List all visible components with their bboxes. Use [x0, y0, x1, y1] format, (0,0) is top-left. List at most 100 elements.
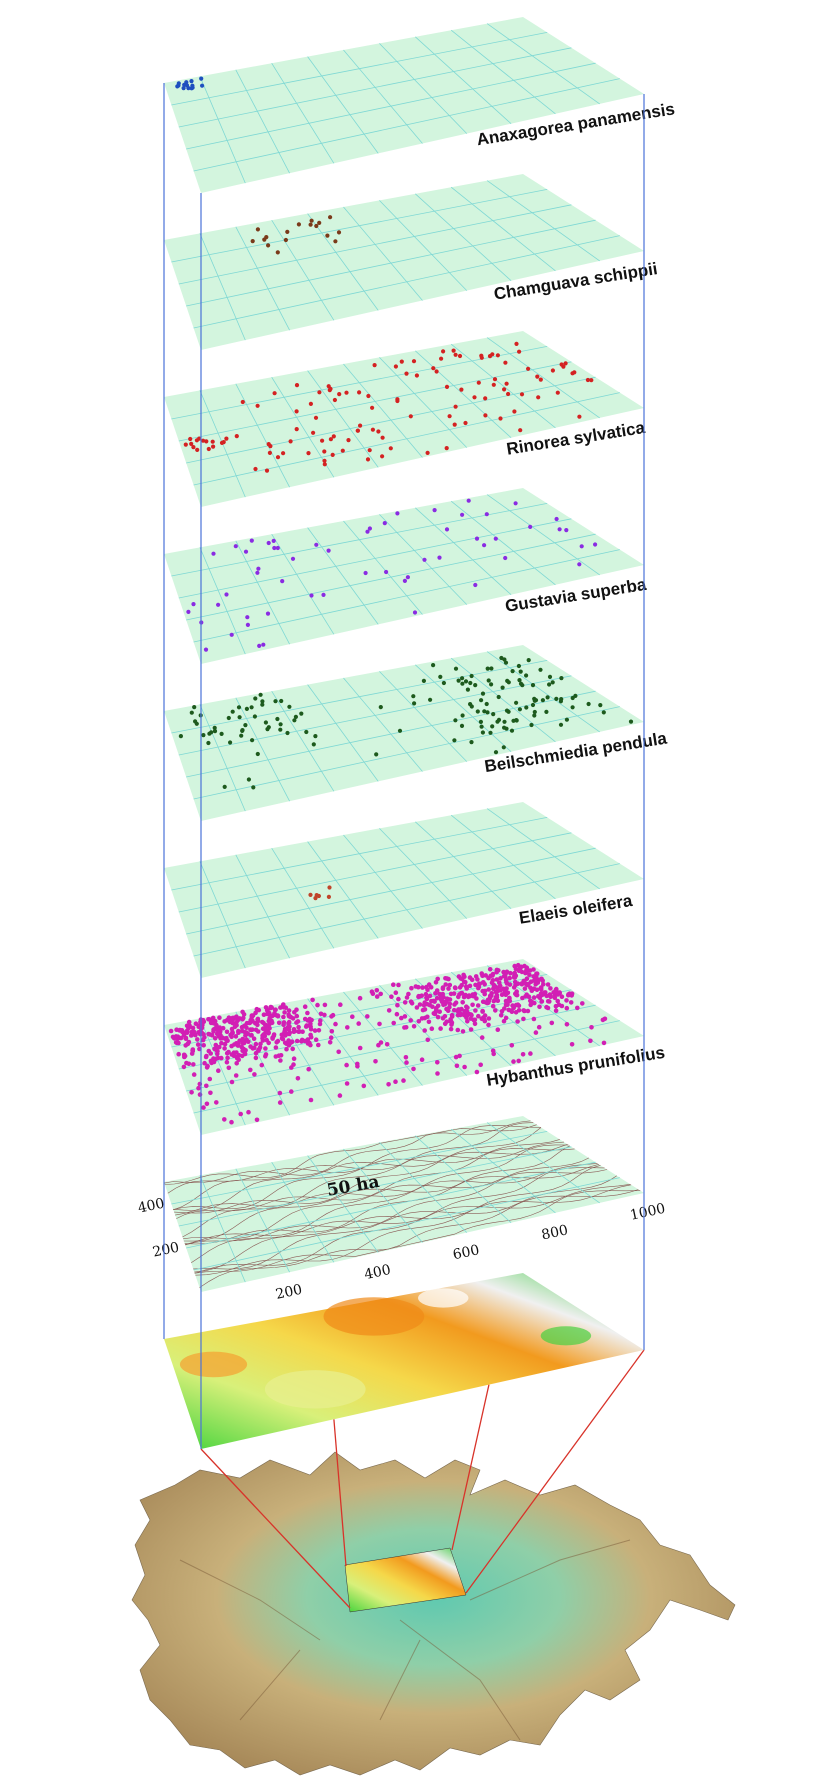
grid-line	[171, 346, 548, 420]
tree-point	[273, 699, 278, 704]
island-relief-map	[131, 1451, 736, 1776]
tree-point	[456, 1007, 462, 1012]
tree-point	[411, 694, 416, 699]
tree-point	[490, 352, 495, 357]
tree-point	[474, 536, 480, 541]
tree-point	[355, 428, 360, 433]
tree-point	[245, 615, 250, 620]
tree-point	[234, 1014, 239, 1019]
tree-point	[200, 1017, 206, 1023]
tree-point	[476, 380, 481, 385]
tree-point	[322, 1002, 328, 1008]
tree-point	[479, 1016, 485, 1022]
tree-point	[350, 1014, 355, 1019]
grid-line	[178, 361, 572, 442]
tree-point	[501, 1018, 507, 1024]
tree-point	[468, 1012, 474, 1017]
tree-point	[437, 991, 442, 997]
tree-point	[275, 1014, 281, 1019]
tree-point	[253, 1041, 259, 1047]
tree-point	[526, 366, 531, 371]
tree-point	[478, 1062, 484, 1068]
tree-point	[203, 647, 209, 652]
tree-point	[249, 538, 254, 543]
grid-line	[307, 56, 379, 154]
tree-point	[176, 1040, 181, 1046]
tree-point	[194, 438, 199, 443]
plot-plane	[164, 17, 644, 193]
tree-point	[520, 683, 525, 688]
tree-point	[316, 1042, 321, 1048]
tree-point	[189, 1051, 195, 1056]
grid-line	[171, 189, 548, 263]
tree-point	[516, 663, 522, 669]
tree-point	[479, 698, 484, 703]
tree-point	[527, 972, 532, 978]
tree-point	[470, 1002, 475, 1008]
tree-point	[313, 734, 318, 739]
grid-line	[271, 62, 335, 164]
tree-point	[214, 1022, 219, 1028]
tree-point	[455, 1027, 461, 1033]
tree-point	[330, 452, 335, 457]
tree-point	[337, 1093, 343, 1098]
tree-point	[497, 980, 502, 986]
tree-point	[380, 435, 385, 440]
tree-point	[480, 1008, 485, 1014]
tree-point	[236, 1028, 241, 1034]
tree-point	[239, 733, 244, 738]
tree-point	[517, 349, 522, 354]
tree-point	[467, 983, 473, 989]
tree-point	[473, 974, 479, 979]
tree-point	[257, 643, 262, 649]
grid-line	[235, 226, 290, 331]
tree-point	[438, 674, 443, 680]
grid-line	[199, 76, 246, 184]
tree-point	[309, 218, 314, 223]
tree-point	[294, 427, 299, 432]
grid-line	[486, 494, 600, 576]
tree-point	[253, 1055, 259, 1061]
tree-point	[491, 382, 496, 387]
tree-point	[200, 1037, 206, 1043]
grid-line	[450, 500, 556, 586]
tree-point	[550, 368, 556, 373]
tree-point	[213, 1042, 219, 1048]
tree-point	[429, 1026, 435, 1031]
x-axis-tick-label: 800	[540, 1222, 569, 1243]
tree-point	[220, 1025, 226, 1031]
tree-point	[500, 685, 505, 690]
tree-point	[495, 998, 501, 1003]
tree-point	[493, 750, 499, 755]
tree-point	[315, 1002, 320, 1008]
tree-point	[217, 1025, 222, 1030]
tree-point	[508, 970, 513, 976]
tree-point	[230, 1031, 235, 1036]
grid-line	[171, 503, 548, 577]
tree-point	[308, 401, 313, 406]
tree-point	[457, 353, 463, 359]
grid-line	[186, 376, 596, 464]
tree-point	[286, 1008, 292, 1013]
tree-point	[484, 701, 489, 707]
tree-point	[536, 1024, 542, 1030]
tree-point	[367, 448, 372, 453]
tree-point	[380, 454, 385, 459]
tree-point	[533, 982, 538, 987]
grid-line	[486, 1122, 600, 1204]
tree-point	[374, 994, 380, 999]
tree-point	[195, 447, 200, 452]
tree-point	[212, 729, 218, 734]
tree-point	[259, 1062, 265, 1068]
tree-point	[441, 349, 446, 354]
tree-point	[479, 355, 484, 360]
tree-point	[422, 1028, 428, 1033]
tree-point	[425, 450, 430, 455]
grid-line	[307, 1155, 379, 1253]
tree-point	[314, 223, 319, 229]
tree-point	[554, 516, 559, 522]
tree-point	[256, 1048, 261, 1053]
tree-point	[240, 728, 245, 733]
species-layer-hybanthus-prunifolius: Hybanthus prunifolius	[164, 959, 666, 1135]
tree-point	[211, 444, 216, 449]
